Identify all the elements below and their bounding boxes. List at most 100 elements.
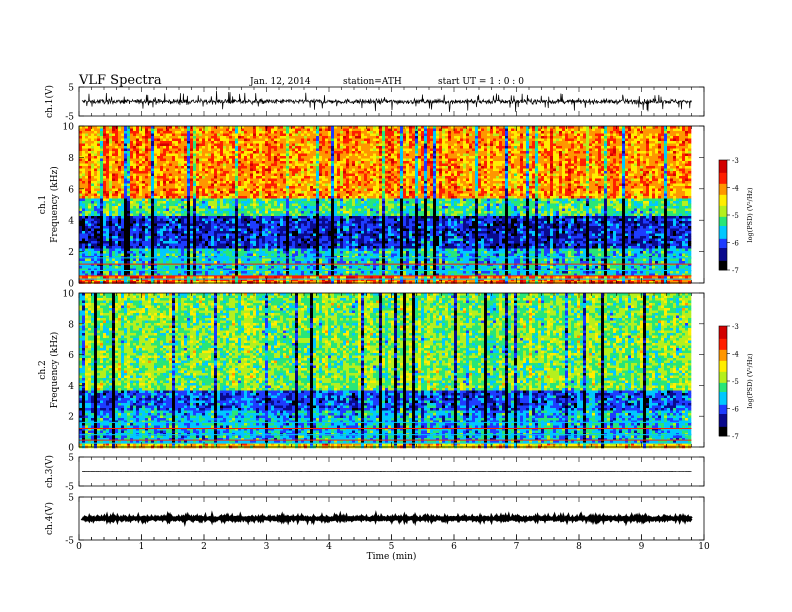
ch1_spectrogram-cell — [481, 151, 485, 154]
ch1_spectrogram-cell — [202, 126, 206, 129]
ch1_spectrogram-cell — [637, 156, 641, 159]
ch1_spectrogram-cell — [295, 173, 299, 177]
ch1_spectrogram-cell — [130, 156, 134, 159]
ch1_spectrogram-cell — [613, 178, 617, 182]
ch1_spectrogram-cell — [634, 136, 638, 139]
ch1_spectrogram-cell — [592, 148, 596, 152]
ch1_spectrogram-cell — [538, 156, 542, 159]
ch1_spectrogram-cell — [382, 161, 386, 164]
ch1_spectrogram-cell — [262, 146, 266, 149]
ch1_spectrogram-cell — [391, 153, 395, 157]
ch1_spectrogram-cell — [214, 161, 218, 164]
ch1_spectrogram-cell — [286, 156, 290, 159]
ch1_spectrogram-cell — [382, 136, 386, 139]
ch1_spectrogram-cell — [169, 131, 173, 134]
ch1_spectrogram-cell — [637, 151, 641, 154]
ch1_spectrogram-cell — [571, 173, 575, 177]
ch1_spectrogram-cell — [616, 131, 620, 134]
ch1_spectrogram-cell — [397, 136, 401, 139]
ch1_spectrogram-cell — [604, 176, 608, 179]
ch1_spectrogram-cell — [415, 151, 419, 154]
ch1_spectrogram-cell — [163, 181, 167, 184]
ch1_spectrogram-cell — [466, 161, 470, 164]
ch1_spectrogram-cell — [517, 131, 521, 134]
ch1_spectrogram-cell — [502, 163, 506, 167]
ch1_spectrogram-cell — [415, 138, 419, 142]
ch1_spectrogram-cell — [607, 131, 611, 134]
ch1_spectrogram-cell — [370, 128, 374, 132]
ch1_spectrogram-cell — [547, 173, 551, 177]
ch1_spectrogram-cell — [166, 133, 170, 137]
ch1_spectrogram-cell — [271, 161, 275, 164]
ch1_spectrogram-cell — [199, 131, 203, 134]
ch1_spectrogram-cell — [490, 168, 494, 172]
ch1_spectrogram-cell — [589, 171, 593, 174]
ch1_spectrogram-cell — [400, 141, 404, 144]
ch1_spectrogram-cell — [367, 138, 371, 142]
ch1_spectrogram-cell — [94, 133, 98, 137]
ch1_spectrogram-cell — [337, 126, 341, 129]
ch1_spectrogram-cell — [253, 163, 257, 167]
ch1_spectrogram-cell — [160, 131, 164, 134]
ch1_spectrogram-cell — [271, 166, 275, 169]
ch1_spectrogram-cell — [277, 133, 281, 137]
ch1_spectrogram-cell — [538, 148, 542, 152]
ch1_spectrogram-cell — [169, 148, 173, 152]
ch1_spectrogram-cell — [640, 146, 644, 149]
ch1_spectrogram-cell — [661, 171, 665, 174]
ch1_spectrogram-cell — [157, 131, 161, 134]
ch1_spectrogram-cell — [244, 146, 248, 149]
ch1_spectrogram-cell — [436, 173, 440, 177]
ch1_spectrogram-cell — [199, 133, 203, 137]
ch1_spectrogram-cell — [610, 148, 614, 152]
ch1_spectrogram-cell — [448, 156, 452, 159]
ch1_spectrogram-cell — [325, 131, 329, 134]
ch1_spectrogram-cell — [226, 148, 230, 152]
ch1_spectrogram-cell — [547, 131, 551, 134]
ch1_spectrogram-cell — [388, 128, 392, 132]
ch1_spectrogram-cell — [274, 148, 278, 152]
ch1_spectrogram-cell — [643, 178, 647, 182]
ch1_spectrogram-cell — [367, 126, 371, 129]
ch1_spectrogram-cell — [496, 151, 500, 154]
ch1_spectrogram-cell — [289, 171, 293, 174]
ch1_spectrogram-cell — [232, 146, 236, 149]
ch1_spectrogram-cell — [241, 126, 245, 129]
ch1_spectrogram-cell — [427, 173, 431, 177]
ch1_spectrogram-cell — [175, 178, 179, 182]
ch1_spectrogram-cell — [151, 136, 155, 139]
ch1_spectrogram-cell — [601, 183, 605, 187]
ch1_spectrogram-cell — [688, 151, 692, 154]
ch1_spectrogram-cell — [124, 161, 128, 164]
ch1_spectrogram-cell — [247, 138, 251, 142]
ch1_spectrogram-cell — [601, 141, 605, 144]
ch1_spectrogram-cell — [322, 133, 326, 137]
ch1_spectrogram-cell — [151, 173, 155, 177]
ch1_spectrogram-cell — [490, 153, 494, 157]
ch1_spectrogram-cell — [658, 128, 662, 132]
ch1_spectrogram-cell — [640, 131, 644, 134]
ch1_spectrogram-cell — [268, 138, 272, 142]
ch1_spectrogram-cell — [610, 131, 614, 134]
ch1_spectrogram-cell — [232, 168, 236, 172]
ch1_spectrogram-cell — [139, 156, 143, 159]
ch1_spectrogram-cell — [448, 181, 452, 184]
ch1_spectrogram-cell — [151, 151, 155, 154]
ch1_spectrogram-cell — [274, 138, 278, 142]
ch1_spectrogram-cell — [640, 143, 644, 147]
ch1_spectrogram-cell — [259, 136, 263, 139]
ch1_spectrogram-cell — [604, 168, 608, 172]
ch1_spectrogram-cell — [283, 143, 287, 147]
ch1_spectrogram-cell — [199, 136, 203, 139]
ch1_spectrogram-cell — [262, 163, 266, 167]
ch1_spectrogram-cell — [136, 171, 140, 174]
ch1_spectrogram-cell — [508, 176, 512, 179]
ch1_spectrogram-cell — [280, 181, 284, 184]
ch1_spectrogram-cell — [304, 168, 308, 172]
ch1_spectrogram-cell — [91, 146, 95, 149]
ch1_spectrogram-cell — [505, 136, 509, 139]
ch1_spectrogram-cell — [655, 173, 659, 177]
ch1_spectrogram-cell — [682, 176, 686, 179]
ch1_spectrogram-cell — [85, 166, 89, 169]
ch1_spectrogram-cell — [130, 171, 134, 174]
